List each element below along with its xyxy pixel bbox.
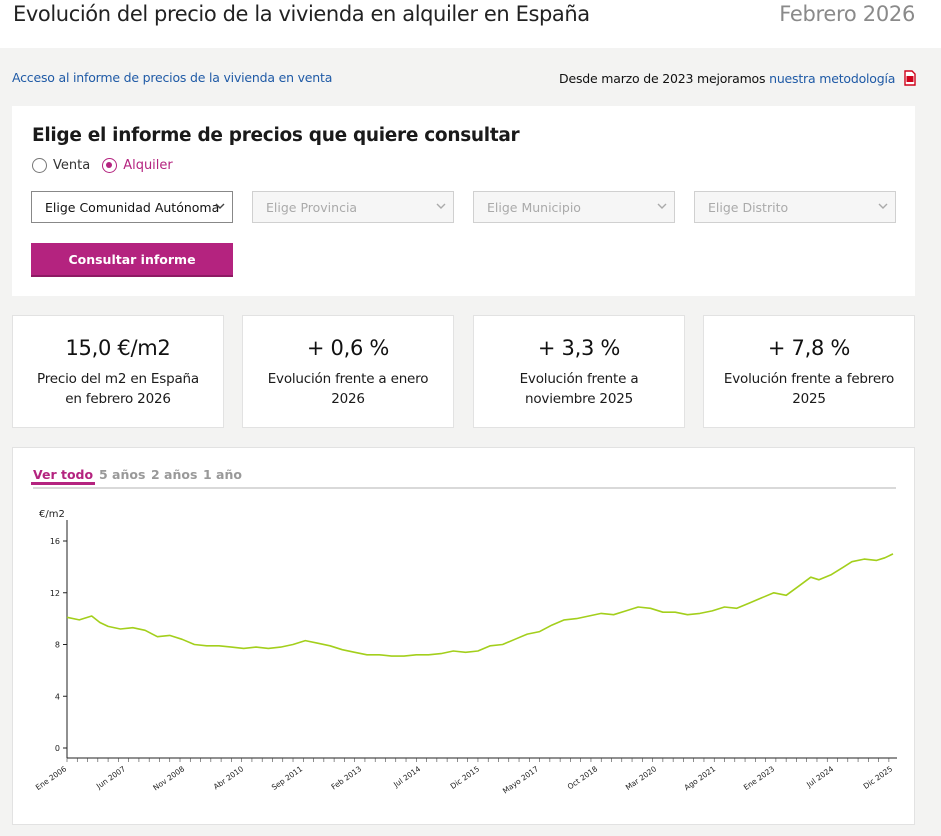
select-comunidad[interactable]: Elige Comunidad Autónoma bbox=[31, 191, 233, 223]
kpi-card-precio: 15,0 €/m2 Precio del m2 en España en feb… bbox=[12, 315, 224, 428]
kpi-card-mensual: + 0,6 % Evolución frente a enero 2026 bbox=[242, 315, 454, 428]
kpi-card-anual: + 7,8 % Evolución frente a febrero 2025 bbox=[703, 315, 915, 428]
report-selector-panel: Elige el informe de precios que quiere c… bbox=[12, 106, 915, 296]
methodology-notice: Desde marzo de 2023 mejoramos nuestra me… bbox=[559, 70, 916, 86]
y-tick-label: 8 bbox=[55, 641, 60, 650]
kpi-card-trimestral: + 3,3 % Evolución frente a noviembre 202… bbox=[473, 315, 685, 428]
chevron-down-icon bbox=[215, 203, 225, 209]
select-provincia-label: Elige Provincia bbox=[266, 200, 358, 215]
x-tick-label: Oct 2018 bbox=[566, 764, 600, 791]
methodology-text: Desde marzo de 2023 mejoramos bbox=[559, 71, 766, 86]
link-row: Acceso al informe de precios de la vivie… bbox=[12, 68, 916, 88]
x-tick-label: Jul 2014 bbox=[391, 764, 422, 790]
chevron-down-icon bbox=[878, 203, 888, 209]
x-tick-label: Feb 2013 bbox=[330, 764, 364, 791]
select-municipio[interactable]: Elige Municipio bbox=[473, 191, 675, 223]
kpi-value: + 3,3 % bbox=[537, 336, 621, 360]
period-tabs: Ver todo 5 años 2 años 1 año bbox=[30, 467, 896, 489]
operation-radio-group: Venta Alquiler bbox=[32, 158, 185, 173]
tab-ver-todo[interactable]: Ver todo bbox=[30, 467, 96, 485]
x-tick-label: Dic 2015 bbox=[449, 764, 482, 791]
selector-title: Elige el informe de precios que quiere c… bbox=[32, 125, 520, 146]
radio-venta[interactable]: Venta bbox=[32, 158, 90, 173]
select-provincia[interactable]: Elige Provincia bbox=[252, 191, 454, 223]
tab-2-anos[interactable]: 2 años bbox=[151, 467, 198, 482]
chevron-down-icon bbox=[436, 203, 446, 209]
kpi-value: + 7,8 % bbox=[767, 336, 851, 360]
radio-venta-label: Venta bbox=[53, 158, 91, 173]
x-tick-label: Nov 2008 bbox=[151, 764, 186, 792]
x-tick-label: Ago 2021 bbox=[683, 764, 718, 792]
x-tick-label: Abr 2010 bbox=[212, 764, 246, 791]
radio-alquiler[interactable]: Alquiler bbox=[102, 158, 173, 173]
y-tick-label: 12 bbox=[50, 589, 60, 598]
x-tick-label: Mayo 2017 bbox=[501, 764, 540, 795]
radio-alquiler-circle[interactable] bbox=[102, 158, 118, 173]
x-tick-label: Ene 2023 bbox=[742, 764, 776, 792]
select-municipio-label: Elige Municipio bbox=[487, 200, 581, 215]
x-tick-label: Ene 2006 bbox=[34, 764, 68, 792]
pdf-icon[interactable] bbox=[904, 70, 916, 86]
kpi-value: 15,0 €/m2 bbox=[65, 336, 171, 360]
kpi-label: Evolución frente a enero 2026 bbox=[267, 371, 429, 407]
x-tick-label: Dic 2025 bbox=[862, 764, 895, 791]
tab-1-ano[interactable]: 1 año bbox=[203, 467, 242, 482]
consultar-informe-button[interactable]: Consultar informe bbox=[31, 243, 233, 277]
report-date: Febrero 2026 bbox=[779, 2, 915, 26]
top-header: Evolución del precio de la vivienda en a… bbox=[0, 0, 941, 48]
kpi-value: + 0,6 % bbox=[306, 336, 390, 360]
chart-panel: Ver todo 5 años 2 años 1 año €/m2 0 4 8 12 16… bbox=[12, 447, 915, 825]
price-line-chart: €/m2 0 4 8 12 16 Ene 2006 Jun 2007 Nov 2008 Abr 2… bbox=[34, 509, 897, 795]
y-tick-label: 4 bbox=[55, 692, 60, 701]
chevron-down-icon bbox=[657, 203, 667, 209]
select-distrito-label: Elige Distrito bbox=[708, 200, 789, 215]
y-tick-label: 0 bbox=[55, 744, 60, 753]
tab-5-anos[interactable]: 5 años bbox=[99, 467, 146, 482]
y-tick-label: 16 bbox=[50, 537, 60, 546]
radio-alquiler-label: Alquiler bbox=[123, 158, 173, 173]
radio-venta-circle[interactable] bbox=[32, 158, 47, 173]
kpi-label: Evolución frente a febrero 2025 bbox=[723, 371, 895, 407]
x-tick-label: Sep 2011 bbox=[270, 764, 305, 792]
venta-report-link[interactable]: Acceso al informe de precios de la vivie… bbox=[12, 70, 333, 85]
kpi-label: Evolución frente a noviembre 2025 bbox=[519, 371, 639, 407]
methodology-link[interactable]: nuestra metodología bbox=[769, 71, 896, 86]
y-axis-label: €/m2 bbox=[39, 509, 65, 520]
select-comunidad-label: Elige Comunidad Autónoma bbox=[45, 200, 220, 215]
select-distrito[interactable]: Elige Distrito bbox=[694, 191, 896, 223]
series-line bbox=[66, 553, 894, 657]
page-title: Evolución del precio de la vivienda en a… bbox=[13, 2, 590, 26]
kpi-label: Precio del m2 en España en febrero 2026 bbox=[37, 371, 199, 407]
x-tick-label: Jun 2007 bbox=[94, 764, 127, 791]
x-tick-label: Jul 2024 bbox=[804, 764, 835, 790]
x-tick-label: Mar 2020 bbox=[624, 764, 659, 792]
